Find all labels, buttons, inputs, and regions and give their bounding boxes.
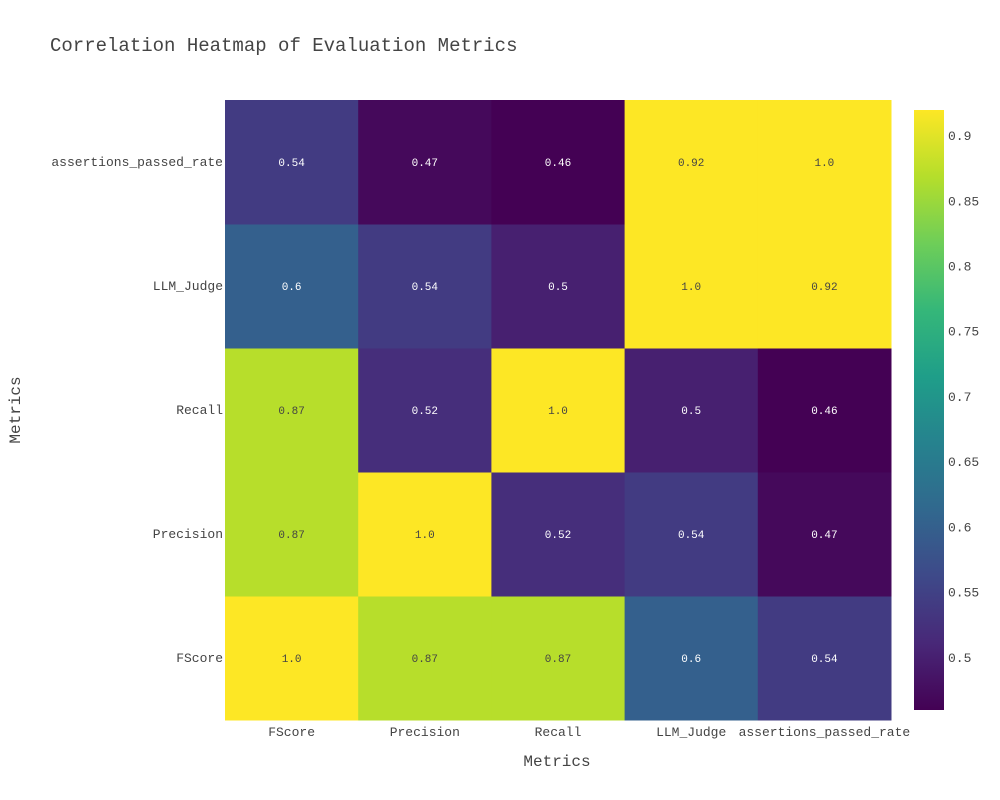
cell-value-label: 0.6	[681, 654, 701, 666]
cell-value-label: 0.52	[545, 530, 571, 542]
cell-value-label: 0.87	[545, 654, 571, 666]
heatmap-cell-labels: 1.0 0.87 0.87 0.6 0.54 0.87 1.0 0.52 0.54 0.47 0.8…	[278, 158, 838, 666]
y-tick-label: Recall	[176, 403, 223, 418]
cell-value-label: 0.6	[282, 282, 302, 294]
heatmap-cell	[225, 348, 359, 473]
y-axis-ticks: FScore Precision Recall LLM_Judge assertions…	[51, 155, 223, 666]
heatmap-cell	[225, 224, 359, 349]
cell-value-label: 0.87	[278, 406, 304, 418]
x-tick-label: Recall	[535, 725, 582, 740]
cell-value-label: 1.0	[282, 654, 302, 666]
cell-value-label: 0.47	[811, 530, 837, 542]
y-axis-title: Metrics	[7, 376, 25, 443]
cell-value-label: 1.0	[681, 282, 701, 294]
cell-value-label: 0.5	[681, 406, 701, 418]
heatmap-cell	[225, 596, 359, 721]
chart-title: Correlation Heatmap of Evaluation Metric…	[50, 35, 517, 57]
cell-value-label: 0.46	[811, 406, 837, 418]
heatmap-cell	[757, 472, 892, 597]
cell-value-label: 0.52	[412, 406, 438, 418]
heatmap-cell	[757, 100, 892, 225]
colorbar-tick-label: 0.9	[948, 129, 971, 144]
heatmap-cell	[225, 100, 359, 225]
heatmap-cell	[358, 348, 492, 473]
heatmap-cell	[491, 348, 626, 473]
colorbar-tick-label: 0.6	[948, 520, 971, 535]
cell-value-label: 0.87	[278, 530, 304, 542]
x-axis-ticks: FScore Precision Recall LLM_Judge assertions…	[268, 725, 910, 740]
colorbar-tick-label: 0.7	[948, 390, 971, 405]
cell-value-label: 0.47	[412, 158, 438, 170]
heatmap-cell	[358, 472, 492, 597]
heatmap-cells	[225, 100, 892, 721]
heatmap-cell	[624, 472, 759, 597]
heatmap-cell	[491, 224, 626, 349]
x-tick-label: Precision	[390, 725, 460, 740]
cell-value-label: 0.87	[412, 654, 438, 666]
heatmap-cell	[358, 224, 492, 349]
heatmap-cell	[757, 596, 892, 721]
cell-value-label: 0.5	[548, 282, 568, 294]
x-tick-label: LLM_Judge	[656, 725, 726, 740]
colorbar-ticks: 0.5 0.55 0.6 0.65 0.7 0.75 0.8 0.85 0.9	[948, 129, 979, 666]
heatmap-cell	[624, 100, 759, 225]
heatmap-cell	[624, 596, 759, 721]
heatmap-cell	[491, 472, 626, 597]
colorbar-tick-label: 0.5	[948, 651, 971, 666]
cell-value-label: 0.54	[678, 530, 705, 542]
colorbar-tick-label: 0.8	[948, 260, 971, 275]
cell-value-label: 1.0	[548, 406, 568, 418]
x-axis-title: Metrics	[523, 753, 590, 771]
cell-value-label: 0.46	[545, 158, 571, 170]
y-tick-label: LLM_Judge	[153, 279, 223, 294]
heatmap-cell	[358, 100, 492, 225]
colorbar-tick-label: 0.75	[948, 325, 979, 340]
y-tick-label: assertions_passed_rate	[51, 155, 223, 170]
cell-value-label: 0.92	[678, 158, 704, 170]
y-tick-label: Precision	[153, 527, 223, 542]
cell-value-label: 1.0	[814, 158, 834, 170]
heatmap-cell	[624, 348, 759, 473]
colorbar-tick-label: 0.85	[948, 194, 979, 209]
x-tick-label: assertions_passed_rate	[739, 725, 911, 740]
x-tick-label: FScore	[268, 725, 315, 740]
cell-value-label: 1.0	[415, 530, 435, 542]
heatmap-cell	[757, 224, 892, 349]
heatmap-cell	[624, 224, 759, 349]
y-tick-label: FScore	[176, 651, 223, 666]
colorbar: 0.5 0.55 0.6 0.65 0.7 0.75 0.8 0.85 0.9	[914, 110, 979, 710]
heatmap-cell	[491, 100, 626, 225]
colorbar-tick-label: 0.65	[948, 455, 979, 470]
cell-value-label: 0.54	[278, 158, 305, 170]
cell-value-label: 0.54	[811, 654, 838, 666]
colorbar-gradient	[914, 110, 944, 710]
heatmap-cell	[225, 472, 359, 597]
colorbar-tick-label: 0.55	[948, 586, 979, 601]
heatmap-cell	[491, 596, 626, 721]
cell-value-label: 0.92	[811, 282, 837, 294]
cell-value-label: 0.54	[412, 282, 439, 294]
heatmap-cell	[757, 348, 892, 473]
heatmap-cell	[358, 596, 492, 721]
